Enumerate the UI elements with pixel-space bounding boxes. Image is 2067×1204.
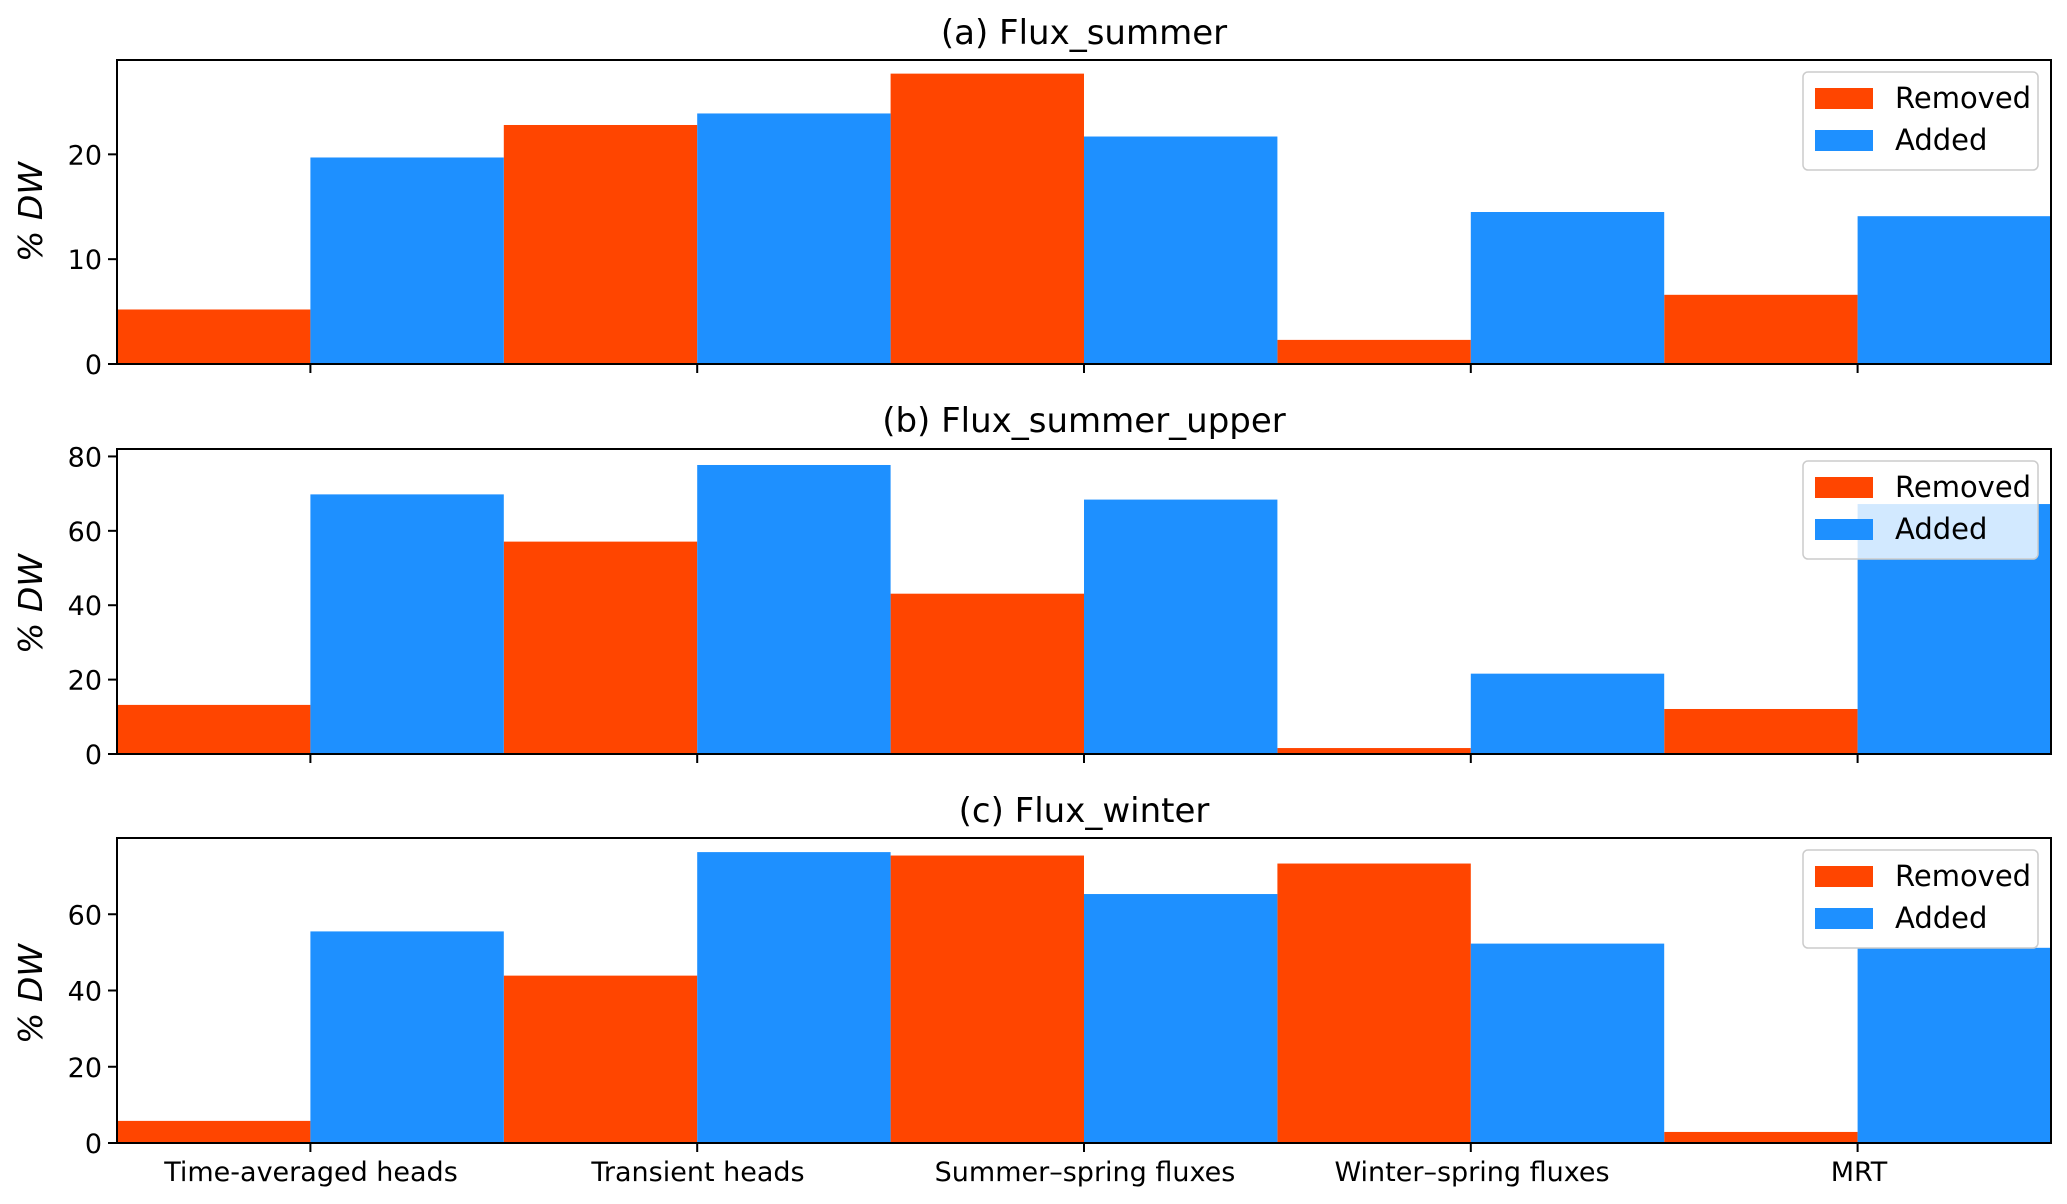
bar-c-added-mrt	[1857, 947, 2051, 1143]
panel-c-legend: Removed Added	[1802, 849, 2039, 949]
panel-c-legend-swatch-added	[1815, 908, 1873, 929]
panel-c-x-tick-labels: Time-averaged heads Transient heads Summ…	[163, 1157, 1888, 1188]
panel-c-legend-label-removed: Removed	[1895, 859, 2031, 893]
panel-b-legend-label-removed: Removed	[1895, 470, 2031, 504]
panel-a-legend-label-removed: Removed	[1895, 81, 2031, 115]
bar-c-added-transient-heads	[697, 852, 891, 1143]
bar-a-removed-transient-heads	[503, 124, 698, 365]
bar-a-added-transient-heads	[697, 113, 891, 365]
panel-b-frame	[116, 448, 2052, 755]
y-tick-label-b-40: 40	[68, 591, 102, 622]
bar-b-removed-time-averaged-heads	[117, 704, 311, 754]
bar-b-added-transient-heads	[697, 464, 891, 754]
panel-a-legend-swatch-removed	[1815, 88, 1873, 109]
bar-b-added-winter-spring-fluxes	[1470, 673, 1665, 754]
panel-a-y-ticks: 0 10 20	[68, 140, 117, 381]
y-tick-label-c-60: 60	[68, 900, 102, 931]
y-tick-label-c-0: 0	[85, 1129, 102, 1160]
panel-a-bars	[117, 73, 2051, 365]
bar-b-removed-summer-spring-fluxes	[890, 593, 1084, 754]
bar-b-removed-winter-spring-fluxes	[1277, 748, 1471, 754]
panel-c: (c) Flux_winter % DW 0 20 40 60 Time-averag…	[11, 791, 2052, 1188]
panel-a: (a) Flux_summer % DW 0 10 20 Removed Added	[11, 13, 2052, 381]
panel-c-ylabel: % DW	[11, 943, 50, 1044]
panel-c-legend-label-added: Added	[1895, 901, 1987, 935]
panel-b-legend-swatch-added	[1815, 519, 1873, 540]
panel-b-legend-label-added: Added	[1895, 512, 1987, 546]
bar-a-removed-time-averaged-heads	[117, 309, 311, 364]
panel-b-title: (b) Flux_summer_upper	[882, 401, 1286, 441]
panel-a-legend: Removed Added	[1802, 71, 2039, 171]
panel-c-legend-swatch-removed	[1815, 866, 1873, 887]
panel-c-title: (c) Flux_winter	[959, 791, 1210, 831]
panel-b: (b) Flux_summer_upper % DW 0 20 40 60 80 Rem…	[11, 401, 2052, 771]
bar-a-added-time-averaged-heads	[310, 157, 504, 364]
bar-c-removed-winter-spring-fluxes	[1277, 863, 1471, 1143]
bar-c-removed-time-averaged-heads	[117, 1120, 311, 1143]
panel-b-ylabel: % DW	[11, 553, 50, 654]
y-tick-label-a-10: 10	[68, 245, 102, 276]
panel-b-legend: Removed Added	[1802, 460, 2039, 560]
panel-a-legend-label-added: Added	[1895, 123, 1987, 157]
x-tick-label-mrt: MRT	[1831, 1157, 1888, 1188]
bar-c-added-summer-spring-fluxes	[1084, 894, 1278, 1143]
y-tick-label-b-80: 80	[68, 442, 102, 473]
x-tick-label-winter-spring-fluxes: Winter–spring fluxes	[1334, 1157, 1609, 1188]
y-tick-label-c-40: 40	[68, 977, 102, 1008]
bar-a-added-mrt	[1857, 216, 2051, 364]
bar-a-added-summer-spring-fluxes	[1084, 136, 1278, 364]
y-tick-label-a-0: 0	[85, 350, 102, 381]
bar-b-added-summer-spring-fluxes	[1084, 499, 1278, 754]
bar-a-removed-winter-spring-fluxes	[1277, 339, 1471, 364]
bar-b-added-time-averaged-heads	[310, 494, 504, 754]
panel-b-legend-swatch-removed	[1815, 477, 1873, 498]
panel-c-x-ticks	[309, 1143, 1859, 1152]
x-tick-label-transient-heads: Transient heads	[590, 1157, 804, 1188]
bar-c-removed-mrt	[1664, 1131, 1858, 1143]
y-tick-label-a-20: 20	[68, 140, 102, 171]
bar-a-added-winter-spring-fluxes	[1470, 212, 1665, 364]
bar-c-removed-summer-spring-fluxes	[890, 855, 1084, 1143]
panel-c-bars	[117, 852, 2051, 1143]
panel-a-legend-swatch-added	[1815, 130, 1873, 151]
bar-c-added-winter-spring-fluxes	[1470, 943, 1665, 1143]
panel-b-x-ticks	[309, 754, 1859, 763]
bar-a-removed-mrt	[1664, 294, 1858, 364]
panel-c-frame	[116, 837, 2052, 1144]
x-tick-label-time-averaged-heads: Time-averaged heads	[163, 1157, 458, 1188]
panel-a-frame	[116, 59, 2052, 365]
bar-c-removed-transient-heads	[503, 975, 698, 1143]
y-tick-label-c-20: 20	[68, 1053, 102, 1084]
panel-a-title: (a) Flux_summer	[941, 13, 1227, 53]
y-tick-label-b-20: 20	[68, 666, 102, 697]
bar-a-removed-summer-spring-fluxes	[890, 73, 1084, 364]
panel-c-y-ticks: 0 20 40 60	[68, 900, 117, 1160]
bar-b-removed-mrt	[1664, 708, 1858, 754]
bar-b-removed-transient-heads	[503, 541, 698, 754]
panel-b-y-ticks: 0 20 40 60 80	[68, 442, 117, 771]
x-tick-label-summer-spring-fluxes: Summer–spring fluxes	[935, 1157, 1236, 1188]
panel-b-bars	[117, 464, 2051, 754]
panel-a-ylabel: % DW	[11, 161, 50, 262]
y-tick-label-b-0: 0	[85, 740, 102, 771]
bar-c-added-time-averaged-heads	[310, 931, 504, 1143]
y-tick-label-b-60: 60	[68, 517, 102, 548]
panel-a-x-ticks	[309, 364, 1859, 373]
